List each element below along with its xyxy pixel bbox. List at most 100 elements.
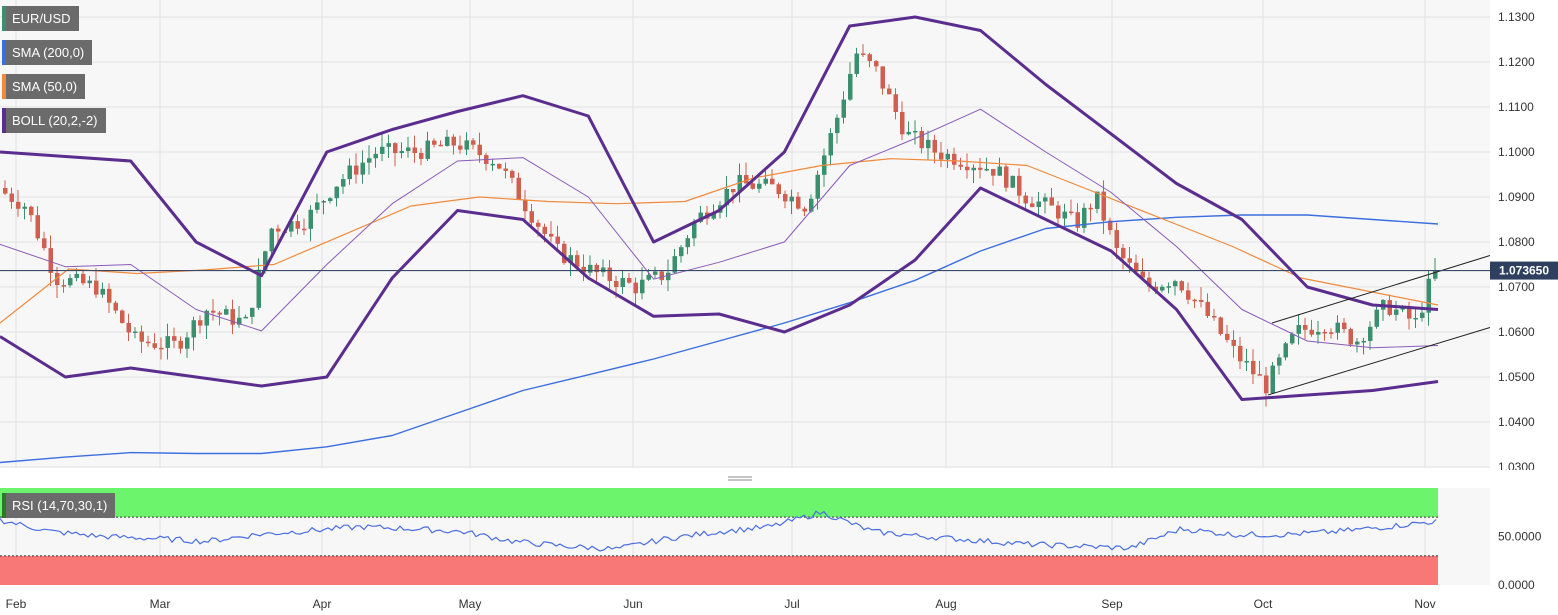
y-tick-label: 1.1000 (1498, 145, 1535, 159)
candle-down (633, 282, 638, 294)
candle-down (939, 152, 944, 160)
trend-channel-lower[interactable] (1267, 327, 1491, 396)
bollinger-lower-line (0, 186, 1439, 401)
candle-up (1426, 278, 1431, 313)
candle-down (1017, 175, 1022, 196)
candle-up (74, 273, 79, 279)
legend-boll[interactable]: BOLL (20,2,-2) (2, 108, 106, 133)
y-tick-label: 1.1100 (1498, 100, 1534, 114)
candle-down (42, 238, 47, 249)
candle-down (750, 183, 755, 189)
candle-down (1348, 329, 1353, 345)
candle-down (3, 188, 8, 194)
candle-down (1186, 290, 1191, 300)
candle-down (529, 211, 534, 223)
candle-down (952, 153, 957, 165)
candle-down (1127, 258, 1132, 263)
x-tick-label: Sep (1101, 597, 1123, 611)
candle-up (588, 264, 593, 273)
legend-sma50[interactable]: SMA (50,0) (2, 74, 86, 99)
y-tick-label: 1.0900 (1498, 190, 1535, 204)
candle-up (334, 186, 339, 199)
legend-symbol[interactable]: EUR/USD (2, 6, 79, 31)
x-tick-label: Aug (935, 597, 956, 611)
candle-up (1316, 331, 1321, 335)
candle-down (295, 221, 300, 229)
candle-down (1114, 230, 1119, 248)
candle-up (1290, 333, 1295, 344)
candle-up (269, 228, 274, 252)
candle-up (133, 331, 138, 333)
candle-up (243, 316, 248, 319)
candle-down (536, 222, 541, 227)
candle-up (828, 133, 833, 156)
candle-up (1374, 309, 1379, 327)
rsi-overbought-zone (0, 488, 1438, 518)
candle-down (152, 343, 157, 348)
candle-down (438, 144, 443, 147)
candle-up (971, 167, 976, 171)
y-tick-label: 1.0500 (1498, 370, 1535, 384)
legend-rsi[interactable]: RSI (14,70,30,1) (2, 493, 116, 518)
rsi-y-tick-label: 50.0000 (1498, 530, 1542, 544)
candle-down (419, 153, 424, 159)
candle-up (1160, 286, 1165, 291)
candle-up (165, 336, 170, 348)
candle-down (542, 226, 547, 234)
candle-down (354, 165, 359, 175)
candle-up (854, 53, 859, 74)
legend-rsi-label: RSI (14,70,30,1) (12, 498, 108, 513)
candle-down (1004, 166, 1009, 188)
legend-boll-label: BOLL (20,2,-2) (12, 113, 98, 128)
candle-down (120, 310, 125, 323)
candle-down (94, 280, 99, 295)
candle-down (510, 170, 515, 178)
legend-symbol-swatch (2, 6, 6, 31)
candle-up (1413, 317, 1418, 320)
candle-down (432, 140, 437, 145)
candle-up (1361, 340, 1366, 343)
legend-sma200[interactable]: SMA (200,0) (2, 40, 93, 65)
candle-down (497, 163, 502, 169)
candle-down (172, 336, 177, 341)
candle-down (1238, 345, 1243, 362)
candle-up (763, 178, 768, 184)
candle-down (471, 140, 476, 145)
candle-down (581, 266, 586, 273)
candle-up (646, 274, 651, 280)
candle-down (627, 278, 632, 283)
candle-up (984, 169, 989, 171)
candle-up (711, 212, 716, 219)
legend-boll-swatch (2, 108, 6, 133)
candle-up (789, 196, 794, 202)
y-tick-label: 1.0400 (1498, 415, 1535, 429)
candle-up (100, 288, 105, 295)
candle-up (386, 143, 391, 147)
candle-down (113, 302, 118, 311)
candle-down (1069, 211, 1074, 214)
candle-down (1303, 325, 1308, 330)
sma200-line (0, 214, 1439, 464)
x-tick-label: Feb (6, 597, 27, 611)
trend-channel-upper[interactable] (1271, 255, 1491, 324)
current-price-tag (1490, 261, 1558, 280)
candle-down (16, 201, 21, 209)
candle-down (958, 164, 963, 167)
candle-up (1394, 309, 1399, 315)
rsi-line (0, 510, 1437, 552)
y-tick-label: 1.0700 (1498, 280, 1535, 294)
candle-down (458, 145, 463, 150)
candle-down (1251, 360, 1256, 375)
candle-up (406, 147, 411, 152)
candle-up (1010, 175, 1015, 188)
candle-up (360, 162, 365, 175)
x-tick-label: Jun (623, 597, 642, 611)
candle-down (477, 144, 482, 156)
candle-up (87, 280, 92, 284)
rsi-oversold-zone (0, 555, 1438, 585)
candle-down (393, 143, 398, 154)
candle-up (399, 151, 404, 154)
candle-down (744, 174, 749, 184)
